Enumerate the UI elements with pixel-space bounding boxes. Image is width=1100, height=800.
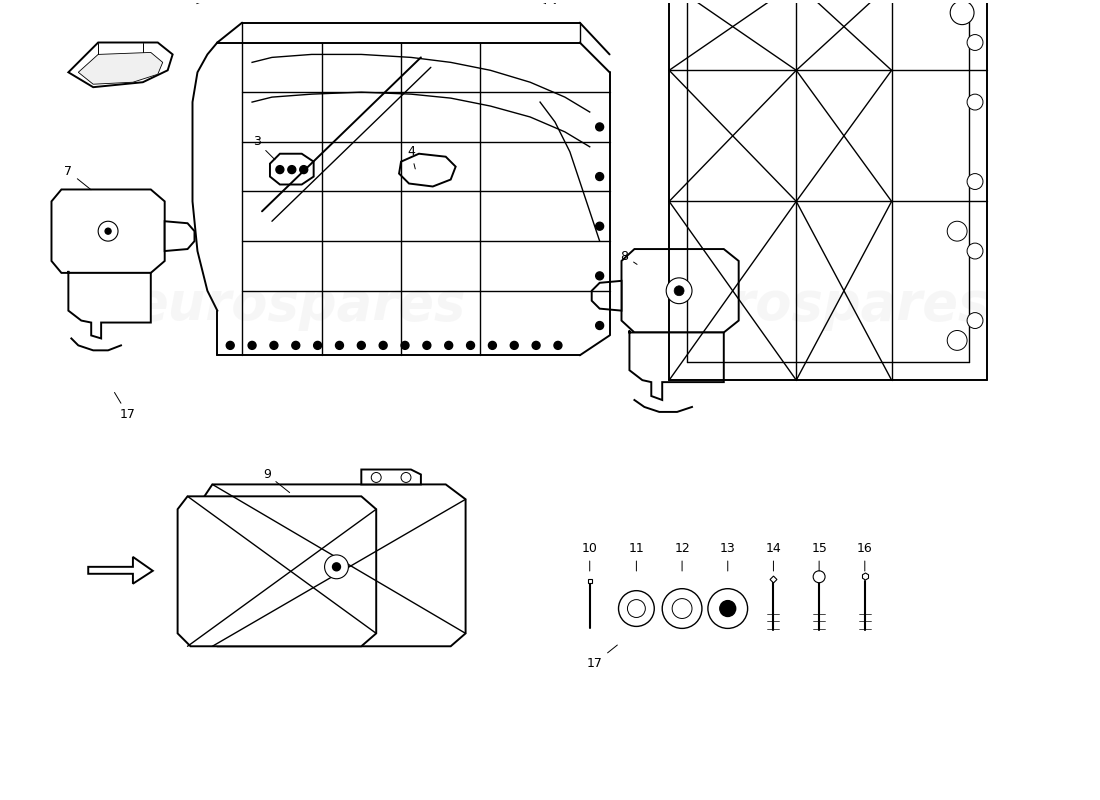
Circle shape [276,166,284,174]
Circle shape [596,272,604,280]
Circle shape [596,123,604,131]
Circle shape [719,601,736,617]
Text: 15: 15 [811,542,827,571]
Polygon shape [270,154,314,185]
Circle shape [402,473,411,482]
Polygon shape [165,222,195,251]
Circle shape [667,278,692,304]
Text: 4: 4 [407,146,416,169]
Circle shape [967,94,983,110]
Circle shape [967,313,983,329]
Circle shape [488,342,496,350]
Circle shape [532,342,540,350]
Circle shape [510,342,518,350]
Circle shape [358,342,365,350]
Circle shape [596,222,604,230]
Circle shape [292,342,300,350]
Text: 7: 7 [65,165,91,190]
Circle shape [106,228,111,234]
Circle shape [249,342,256,350]
Text: 3: 3 [253,135,275,160]
Text: 9: 9 [263,468,289,493]
Text: 13: 13 [719,542,736,571]
Polygon shape [629,330,724,400]
Circle shape [314,342,321,350]
Polygon shape [621,249,739,333]
Polygon shape [88,557,153,584]
Circle shape [402,342,409,350]
Text: eurospares: eurospares [657,278,990,330]
Polygon shape [592,281,622,310]
Circle shape [662,589,702,629]
Circle shape [98,222,118,241]
Polygon shape [202,485,465,646]
Circle shape [967,174,983,190]
Text: 8: 8 [620,250,637,264]
Text: 16: 16 [857,542,872,571]
Circle shape [299,166,308,174]
Text: eurospares: eurospares [132,278,465,330]
Circle shape [627,600,646,618]
Circle shape [950,1,974,25]
Circle shape [332,563,341,571]
Polygon shape [68,42,173,87]
Text: 11: 11 [628,542,645,571]
Circle shape [596,173,604,181]
Circle shape [967,243,983,259]
Circle shape [674,286,684,296]
Circle shape [813,571,825,582]
Circle shape [947,222,967,241]
Text: 17: 17 [586,645,617,670]
Circle shape [324,555,349,578]
Circle shape [444,342,453,350]
Text: 12: 12 [674,542,690,571]
Circle shape [422,342,431,350]
Circle shape [596,322,604,330]
Circle shape [672,598,692,618]
Circle shape [554,342,562,350]
Circle shape [708,589,748,629]
Polygon shape [68,271,151,338]
Circle shape [618,590,654,626]
Text: 14: 14 [766,542,781,571]
Circle shape [270,342,278,350]
Circle shape [227,342,234,350]
Circle shape [288,166,296,174]
Circle shape [967,34,983,50]
Polygon shape [177,496,376,646]
Circle shape [947,330,967,350]
Circle shape [372,473,382,482]
Circle shape [379,342,387,350]
Text: 10: 10 [582,542,597,571]
Polygon shape [399,154,455,186]
Polygon shape [78,53,163,84]
Polygon shape [198,0,544,2]
Circle shape [466,342,474,350]
Polygon shape [52,190,165,273]
Polygon shape [361,470,421,485]
Text: 17: 17 [114,393,136,422]
Circle shape [336,342,343,350]
